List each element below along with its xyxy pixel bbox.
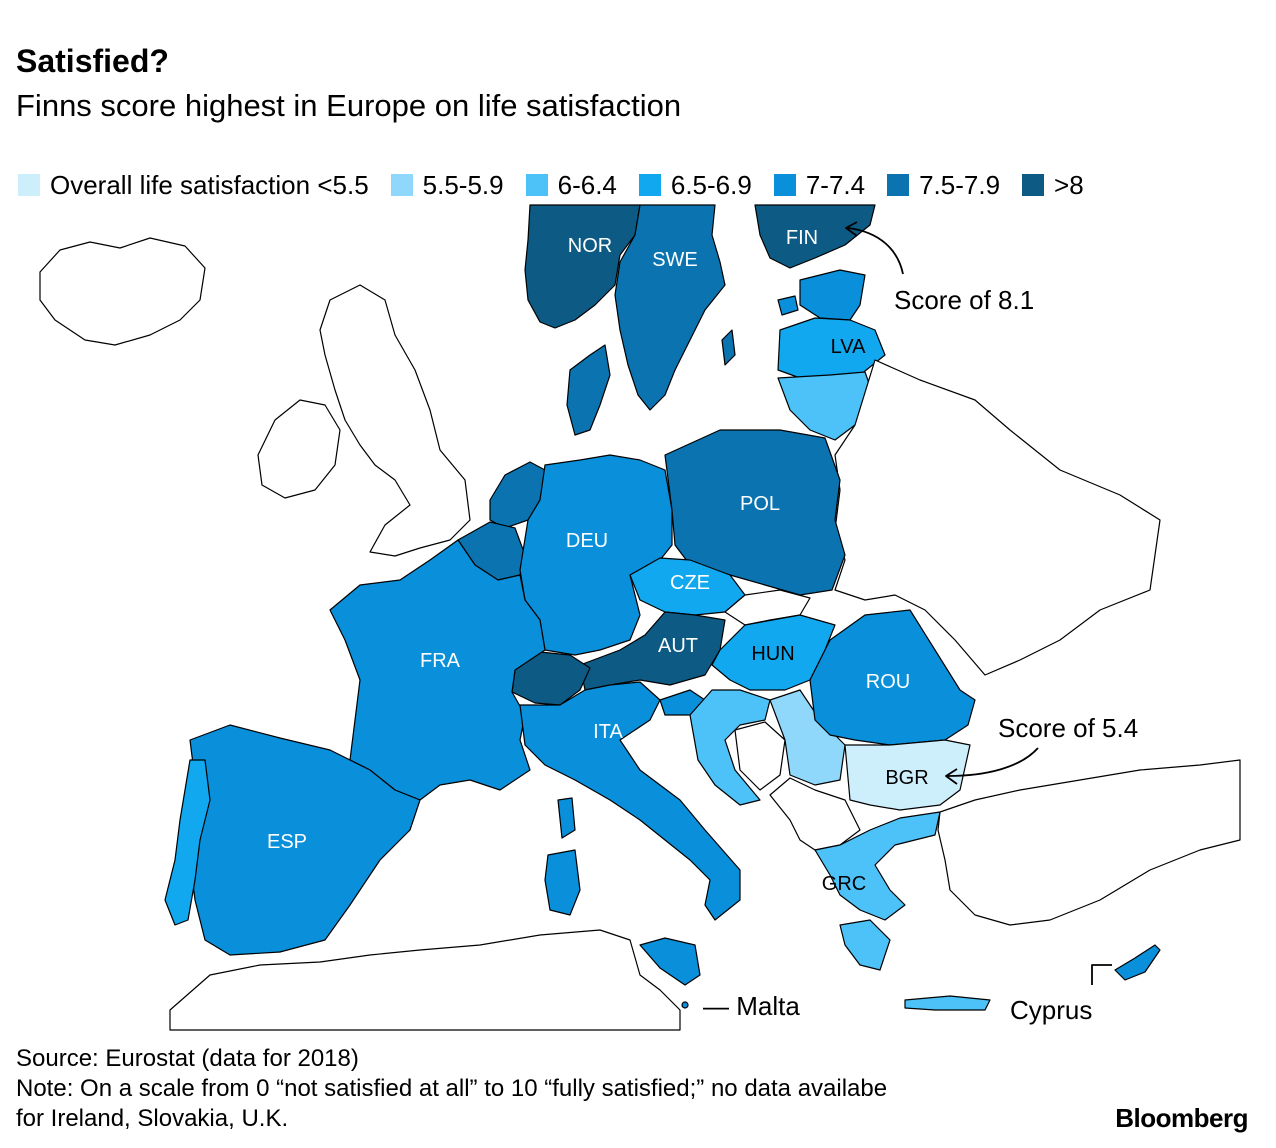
note-line-2: for Ireland, Slovakia, U.K. bbox=[16, 1105, 289, 1132]
legend-item-6-6-4: 6-6.4 bbox=[525, 169, 617, 201]
europe-map: NOR SWE FIN LVA POL DEU CZE AUT FRA HUN … bbox=[39, 204, 1241, 1031]
label-swe: SWE bbox=[652, 249, 698, 271]
legend-item-5-5-5-9: 5.5-5.9 bbox=[390, 169, 504, 201]
label-hun: HUN bbox=[751, 643, 794, 665]
note-line-1: Note: On a scale from 0 “not satisfied a… bbox=[16, 1075, 888, 1102]
annotation-malta: — Malta bbox=[703, 991, 800, 1021]
cyprus-leader bbox=[1091, 964, 1112, 985]
annotation-bgr-score: Score of 5.4 bbox=[998, 713, 1138, 743]
country-GRC bbox=[814, 811, 941, 921]
annotation-fin-score: Score of 8.1 bbox=[894, 285, 1034, 315]
country-TUR bbox=[937, 759, 1241, 926]
bgr-arrow bbox=[947, 747, 1039, 777]
country-BIH bbox=[734, 721, 786, 791]
island-gotland bbox=[721, 329, 736, 366]
label-aut: AUT bbox=[658, 635, 698, 657]
legend: Overall life satisfaction <5.5 5.5-5.9 6… bbox=[18, 168, 1106, 202]
fin-arrow bbox=[847, 227, 904, 275]
legend-swatch bbox=[1022, 174, 1045, 196]
legend-swatch bbox=[773, 174, 796, 196]
label-pol: POL bbox=[740, 493, 780, 515]
country-FIN bbox=[754, 204, 876, 269]
legend-label: 7.5-7.9 bbox=[919, 169, 1001, 200]
north-africa bbox=[169, 929, 681, 1031]
label-cze: CZE bbox=[670, 572, 710, 594]
country-DNK bbox=[566, 344, 611, 436]
legend-swatch bbox=[887, 174, 910, 196]
country-BGR bbox=[844, 739, 971, 811]
legend-swatch bbox=[525, 174, 548, 196]
footer-notes: Source: Eurostat (data for 2018) Note: O… bbox=[16, 1044, 887, 1134]
label-ita: ITA bbox=[593, 721, 623, 743]
chart-title: Satisfied? bbox=[16, 43, 169, 79]
annotation-cyprus: Cyprus bbox=[1010, 995, 1092, 1025]
label-lva: LVA bbox=[831, 336, 866, 358]
label-fin: FIN bbox=[786, 227, 818, 249]
country-GRC-crete bbox=[904, 995, 991, 1011]
country-IRL bbox=[257, 399, 341, 499]
legend-label: >8 bbox=[1054, 169, 1084, 200]
legend-item-7-5-7-9: 7.5-7.9 bbox=[887, 170, 1000, 201]
legend-label: 6.5-6.9 bbox=[670, 169, 752, 200]
fin-arrow-head bbox=[845, 221, 858, 237]
country-SRB bbox=[769, 689, 846, 786]
country-DEU bbox=[519, 454, 673, 656]
label-nor: NOR bbox=[568, 235, 612, 257]
country-PRT bbox=[164, 759, 211, 926]
legend-label: 6-6.4 bbox=[557, 169, 617, 200]
country-EST bbox=[799, 269, 866, 321]
legend-label: 5.5-5.9 bbox=[422, 169, 504, 200]
legend-label: 7-7.4 bbox=[805, 169, 866, 200]
label-deu: DEU bbox=[566, 530, 608, 552]
country-HRV bbox=[689, 689, 771, 806]
country-MLT bbox=[681, 1001, 689, 1009]
country-LVA bbox=[777, 317, 886, 379]
label-rou: ROU bbox=[866, 671, 910, 693]
country-ITA-sicily bbox=[639, 937, 701, 986]
legend-item-7-7-4: 7-7.4 bbox=[773, 169, 866, 201]
bloomberg-logo: Bloomberg bbox=[1115, 1103, 1248, 1133]
country-FRA-corsica bbox=[557, 797, 576, 839]
country-GBR bbox=[319, 284, 471, 557]
country-GRC-south bbox=[839, 919, 891, 971]
country-ROU bbox=[809, 609, 976, 746]
chart-subtitle: Finns score highest in Europe on life sa… bbox=[16, 88, 682, 123]
legend-swatch bbox=[18, 174, 40, 196]
label-fra: FRA bbox=[420, 650, 461, 672]
label-bgr: BGR bbox=[885, 767, 928, 789]
bgr-arrow-head bbox=[945, 768, 958, 785]
island-saaremaa bbox=[777, 295, 799, 316]
label-esp: ESP bbox=[267, 831, 307, 853]
country-ISL bbox=[39, 237, 206, 346]
country-POL bbox=[664, 429, 846, 596]
legend-item-6-5-6-9: 6.5-6.9 bbox=[638, 169, 752, 201]
country-BALKAN-WEST bbox=[769, 777, 861, 851]
legend-label: Overall life satisfaction <5.5 bbox=[50, 169, 369, 200]
country-SWE bbox=[614, 204, 726, 411]
legend-item-lt-5-5: Overall life satisfaction <5.5 bbox=[18, 170, 369, 201]
legend-swatch bbox=[390, 174, 413, 196]
country-ITA bbox=[519, 681, 741, 921]
legend-swatch bbox=[638, 174, 661, 196]
country-BLR-UKR bbox=[834, 359, 1161, 676]
legend-item-gt-8: >8 bbox=[1022, 170, 1084, 201]
country-CHE bbox=[511, 651, 591, 706]
country-ITA-sardinia bbox=[544, 849, 581, 916]
label-grc: GRC bbox=[822, 873, 866, 895]
source-text: Source: Eurostat (data for 2018) bbox=[16, 1045, 359, 1072]
country-CYP bbox=[1114, 944, 1161, 981]
